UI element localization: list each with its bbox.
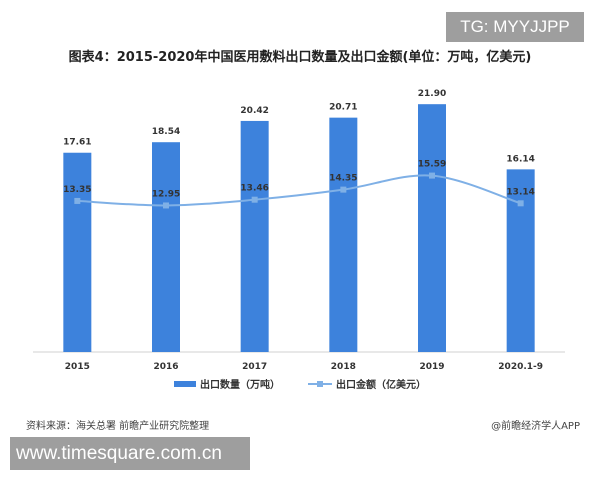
legend-line-swatch [308, 380, 332, 387]
app-credit: @前瞻经济学人APP [491, 421, 580, 432]
legend-bar-swatch [174, 380, 196, 387]
x-tick-label: 2016 [153, 362, 178, 370]
line-point-2015 [74, 197, 81, 204]
line-label: 12.95 [152, 189, 180, 199]
bar-2016 [152, 142, 180, 352]
x-tick-label: 2017 [242, 362, 267, 370]
bar-label: 17.61 [63, 138, 91, 148]
x-tick-label: 2015 [65, 362, 90, 370]
line-label: 13.35 [63, 185, 91, 195]
watermark-site: www.timesquare.com.cn [10, 437, 250, 470]
bar-label: 18.54 [152, 127, 180, 137]
watermark-tg: TG: MYYJJPP [446, 12, 584, 42]
legend: 出口数量（万吨） 出口金额（亿美元） [0, 376, 600, 391]
bar-2017 [240, 120, 269, 352]
line-label: 14.35 [329, 174, 357, 184]
bar-label: 20.42 [240, 106, 268, 116]
bar-2015 [63, 152, 92, 352]
bar-2018 [329, 117, 358, 353]
bar-label: 20.71 [329, 103, 357, 113]
chart-title: 图表4：2015-2020年中国医用敷料出口数量及出口金额(单位：万吨，亿美元) [68, 50, 532, 65]
bar-2019 [418, 104, 446, 353]
legend-bar-label: 出口数量（万吨） [200, 380, 280, 391]
source-note: 资料来源：海关总署 前瞻产业研究院整理 [26, 421, 210, 432]
line-label: 13.14 [506, 187, 534, 197]
line-point-2020.1-9 [517, 200, 524, 207]
legend-bar: 出口数量（万吨） [174, 376, 280, 391]
line-series [77, 174, 521, 207]
x-tick-label: 2020.1-9 [498, 362, 543, 370]
line-point-2016 [163, 202, 169, 209]
line-point-2019 [429, 172, 435, 179]
bar-label: 16.14 [506, 154, 534, 164]
bar-label: 21.90 [418, 89, 446, 99]
line-label: 13.46 [240, 184, 268, 194]
line-point-2018 [340, 186, 347, 193]
x-tick-label: 2019 [419, 362, 444, 370]
x-tick-label: 2018 [331, 362, 356, 370]
line-label: 15.59 [418, 160, 446, 170]
legend-line: 出口金额（亿美元） [308, 376, 426, 391]
line-point-2017 [251, 196, 258, 203]
legend-line-label: 出口金额（亿美元） [336, 380, 426, 391]
chart: 17.61 2015 18.54 2016 20.42 2017 20.71 2018 21.9… [33, 89, 565, 370]
